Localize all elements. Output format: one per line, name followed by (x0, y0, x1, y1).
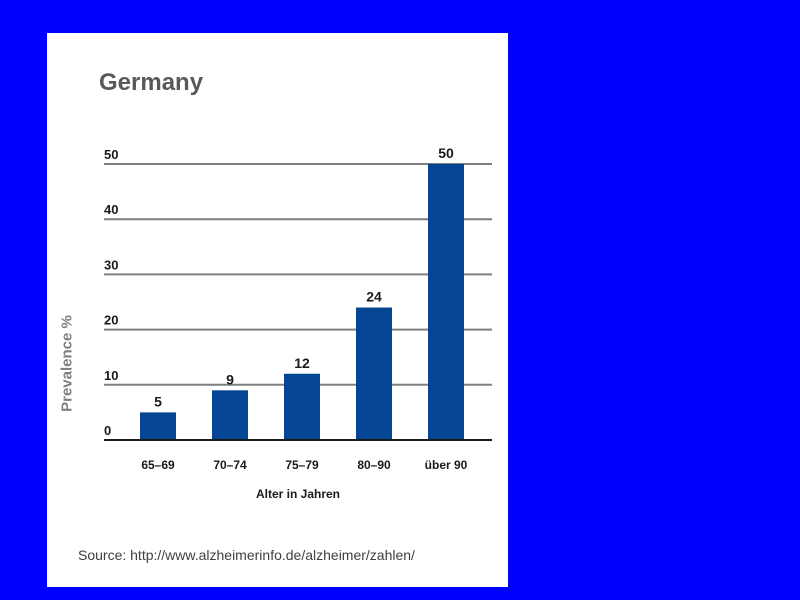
data-label: 9 (226, 371, 234, 387)
data-label: 24 (366, 289, 382, 305)
bar (284, 373, 320, 440)
x-tick-label: 70–74 (213, 458, 247, 472)
chart-card: Germany Prevalence % 0 10 20 30 40 50 5 65–69 9 7… (47, 33, 508, 587)
bar (428, 164, 464, 440)
bar (140, 412, 176, 440)
y-tick-label: 50 (104, 147, 118, 162)
y-tick-label: 30 (104, 257, 118, 272)
y-tick-label: 20 (104, 313, 118, 328)
bar (212, 390, 248, 440)
x-tick-label: über 90 (425, 458, 468, 472)
source-citation: Source: http://www.alzheimerinfo.de/alzh… (78, 547, 415, 563)
x-axis-label: Alter in Jahren (256, 487, 340, 501)
data-label: 5 (154, 393, 162, 409)
x-tick-label: 75–79 (285, 458, 319, 472)
data-label: 12 (294, 355, 310, 371)
y-tick-label: 0 (104, 423, 111, 438)
data-label: 50 (438, 145, 454, 161)
y-tick-label: 10 (104, 368, 118, 383)
chart-title: Germany (99, 69, 204, 96)
y-tick-label: 40 (104, 202, 118, 217)
x-tick-label: 65–69 (141, 458, 175, 472)
bar (356, 307, 392, 440)
x-tick-label: 80–90 (357, 458, 391, 472)
bar-chart: 0 10 20 30 40 50 5 65–69 9 70–74 12 75–79 24 80–90 50 ü… (104, 145, 492, 501)
